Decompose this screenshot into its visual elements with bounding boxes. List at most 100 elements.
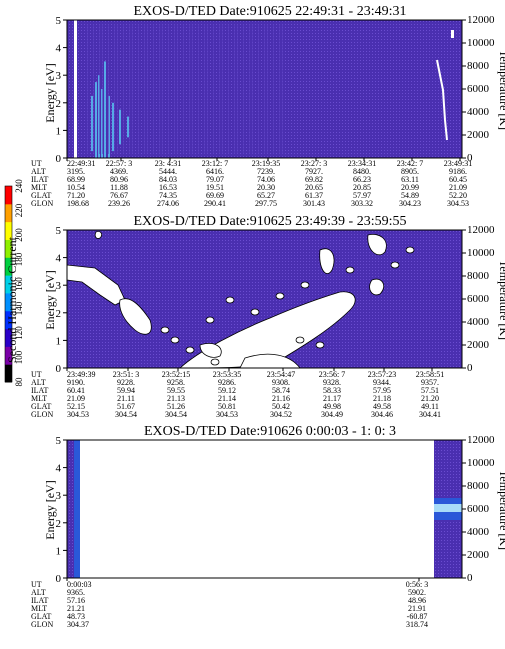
info-row-label: ILAT bbox=[31, 386, 48, 395]
colorbar-label: Second Harmonic Current bbox=[5, 236, 19, 363]
panel-1-streak bbox=[282, 24, 283, 154]
info-cell: 48.73 bbox=[67, 612, 85, 621]
info-cell: 304.49 bbox=[321, 410, 343, 419]
y-tick-label: 5 bbox=[56, 225, 62, 237]
colorbar-frame bbox=[4, 185, 13, 383]
info-cell: 23:34:31 bbox=[348, 159, 376, 168]
y-tick-label: 0 bbox=[56, 153, 62, 165]
y2-tick-label: 4000 bbox=[467, 316, 490, 328]
panel-2-y2label: Temperature [K] bbox=[497, 260, 505, 340]
info-cell: 79.07 bbox=[206, 175, 224, 184]
y-tick-label: 2 bbox=[56, 518, 62, 530]
panel-2-contour-region bbox=[367, 233, 387, 256]
info-cell: 80.96 bbox=[110, 175, 128, 184]
info-cell: 23: 4:31 bbox=[155, 159, 181, 168]
y2-tick-label: 0 bbox=[467, 572, 473, 584]
info-cell: 21.17 bbox=[323, 394, 341, 403]
info-cell: 9286. bbox=[218, 378, 236, 387]
panel-1-streak bbox=[258, 24, 259, 154]
panel-1-streak bbox=[228, 24, 229, 154]
info-cell: 21.18 bbox=[373, 394, 391, 403]
panel-1-ribbon bbox=[119, 109, 121, 145]
info-cell: 21.09 bbox=[449, 183, 467, 192]
y2-tick-label: 8000 bbox=[467, 60, 490, 72]
panel-1-ylabel: Energy [eV] bbox=[43, 63, 57, 122]
panel-1-ribbon bbox=[127, 116, 129, 138]
y2-tick-label: 6000 bbox=[467, 503, 490, 515]
panel-3-band-left bbox=[67, 440, 74, 578]
y2-tick-label: 10000 bbox=[467, 37, 495, 49]
info-cell: 274.06 bbox=[157, 199, 179, 208]
info-cell: 304.53 bbox=[216, 410, 238, 419]
info-cell: 304.53 bbox=[67, 410, 89, 419]
info-cell: 3195. bbox=[67, 167, 85, 176]
panel-1-streak bbox=[93, 24, 94, 154]
info-row-label: GLON bbox=[31, 199, 53, 208]
info-cell: 69.82 bbox=[305, 175, 323, 184]
info-cell: 304.52 bbox=[270, 410, 292, 419]
panel-1-streak bbox=[117, 24, 118, 154]
info-cell: 58.74 bbox=[272, 386, 290, 395]
info-cell: 57.95 bbox=[373, 386, 391, 395]
info-row-label: ALT bbox=[31, 588, 46, 597]
panel-1-streak bbox=[168, 24, 169, 154]
colorbar-tick-label: 220 bbox=[14, 203, 24, 217]
info-cell: 198.68 bbox=[67, 199, 89, 208]
colorbar-swatch bbox=[5, 364, 12, 383]
y2-tick-label: 12000 bbox=[467, 224, 495, 236]
y-tick-label: 4 bbox=[56, 253, 62, 265]
colorbar-swatch bbox=[5, 346, 12, 365]
panel-2-contour-spot bbox=[160, 326, 170, 334]
panel-1-streak bbox=[102, 24, 103, 154]
info-cell: 23:12: 7 bbox=[202, 159, 228, 168]
info-cell: 20.30 bbox=[257, 183, 275, 192]
info-cell: 9328. bbox=[323, 378, 341, 387]
colorbar-swatch bbox=[5, 257, 12, 276]
y-tick-label: 5 bbox=[56, 15, 62, 27]
info-cell: 23:49:31 bbox=[444, 159, 472, 168]
info-cell: 21.13 bbox=[167, 394, 185, 403]
panel-1-streak bbox=[174, 24, 175, 154]
info-cell: 76.67 bbox=[110, 191, 128, 200]
y-tick-label: 3 bbox=[56, 280, 62, 292]
info-cell: 23:56: 7 bbox=[319, 370, 345, 379]
panel-1-streak bbox=[159, 24, 160, 154]
info-row-label: UT bbox=[31, 370, 42, 379]
panel-1-data-gap bbox=[74, 20, 77, 158]
colorbar-tick-label: 200 bbox=[14, 228, 24, 242]
panel-1-streak bbox=[147, 24, 148, 154]
y-tick-label: 4 bbox=[56, 463, 62, 475]
colorbar-swatch bbox=[5, 203, 12, 223]
info-row-label: ALT bbox=[31, 378, 46, 387]
info-cell: 21.91 bbox=[408, 604, 426, 613]
info-cell: 59.12 bbox=[218, 386, 236, 395]
y2-tick-label: 12000 bbox=[467, 14, 495, 26]
info-cell: 8905. bbox=[401, 167, 419, 176]
colorbar: 80 100 120 140 160 180 200 220 240 bbox=[4, 179, 24, 387]
info-cell: 21.14 bbox=[218, 394, 236, 403]
info-cell: 6416. bbox=[206, 167, 224, 176]
panel-1-streak bbox=[243, 24, 244, 154]
info-cell: 57.16 bbox=[67, 596, 85, 605]
panel-3-title: EXOS-D/TED Date:910626 0:00:03 - 1: 0: 3 bbox=[144, 424, 396, 439]
colorbar-swatch bbox=[5, 239, 12, 258]
y-tick-label: 1 bbox=[56, 335, 62, 347]
info-cell: 23:51: 3 bbox=[113, 370, 139, 379]
colorbar-swatch bbox=[5, 221, 12, 240]
panel-3: EXOS-D/TED Date:910626 0:00:03 - 1: 0: 3… bbox=[31, 424, 505, 629]
info-cell: 63.11 bbox=[401, 175, 419, 184]
panel-2-contour-region bbox=[119, 298, 152, 335]
info-cell: 304.41 bbox=[419, 410, 441, 419]
info-cell: 57.51 bbox=[421, 386, 439, 395]
info-row-label: MLT bbox=[31, 394, 47, 403]
y-tick-label: 1 bbox=[56, 125, 62, 137]
panel-1-streak bbox=[213, 24, 214, 154]
colorbar-tick-label: 100 bbox=[14, 350, 24, 364]
info-cell: 304.54 bbox=[165, 410, 187, 419]
panel-2-title: EXOS-D/TED Date:910625 23:49:39 - 23:59:… bbox=[134, 214, 407, 229]
panel-2-contour-spot bbox=[250, 308, 260, 316]
info-row-label: UT bbox=[31, 159, 42, 168]
info-cell: 4369. bbox=[110, 167, 128, 176]
panel-2: EXOS-D/TED Date:910625 23:49:39 - 23:59:… bbox=[31, 214, 505, 419]
